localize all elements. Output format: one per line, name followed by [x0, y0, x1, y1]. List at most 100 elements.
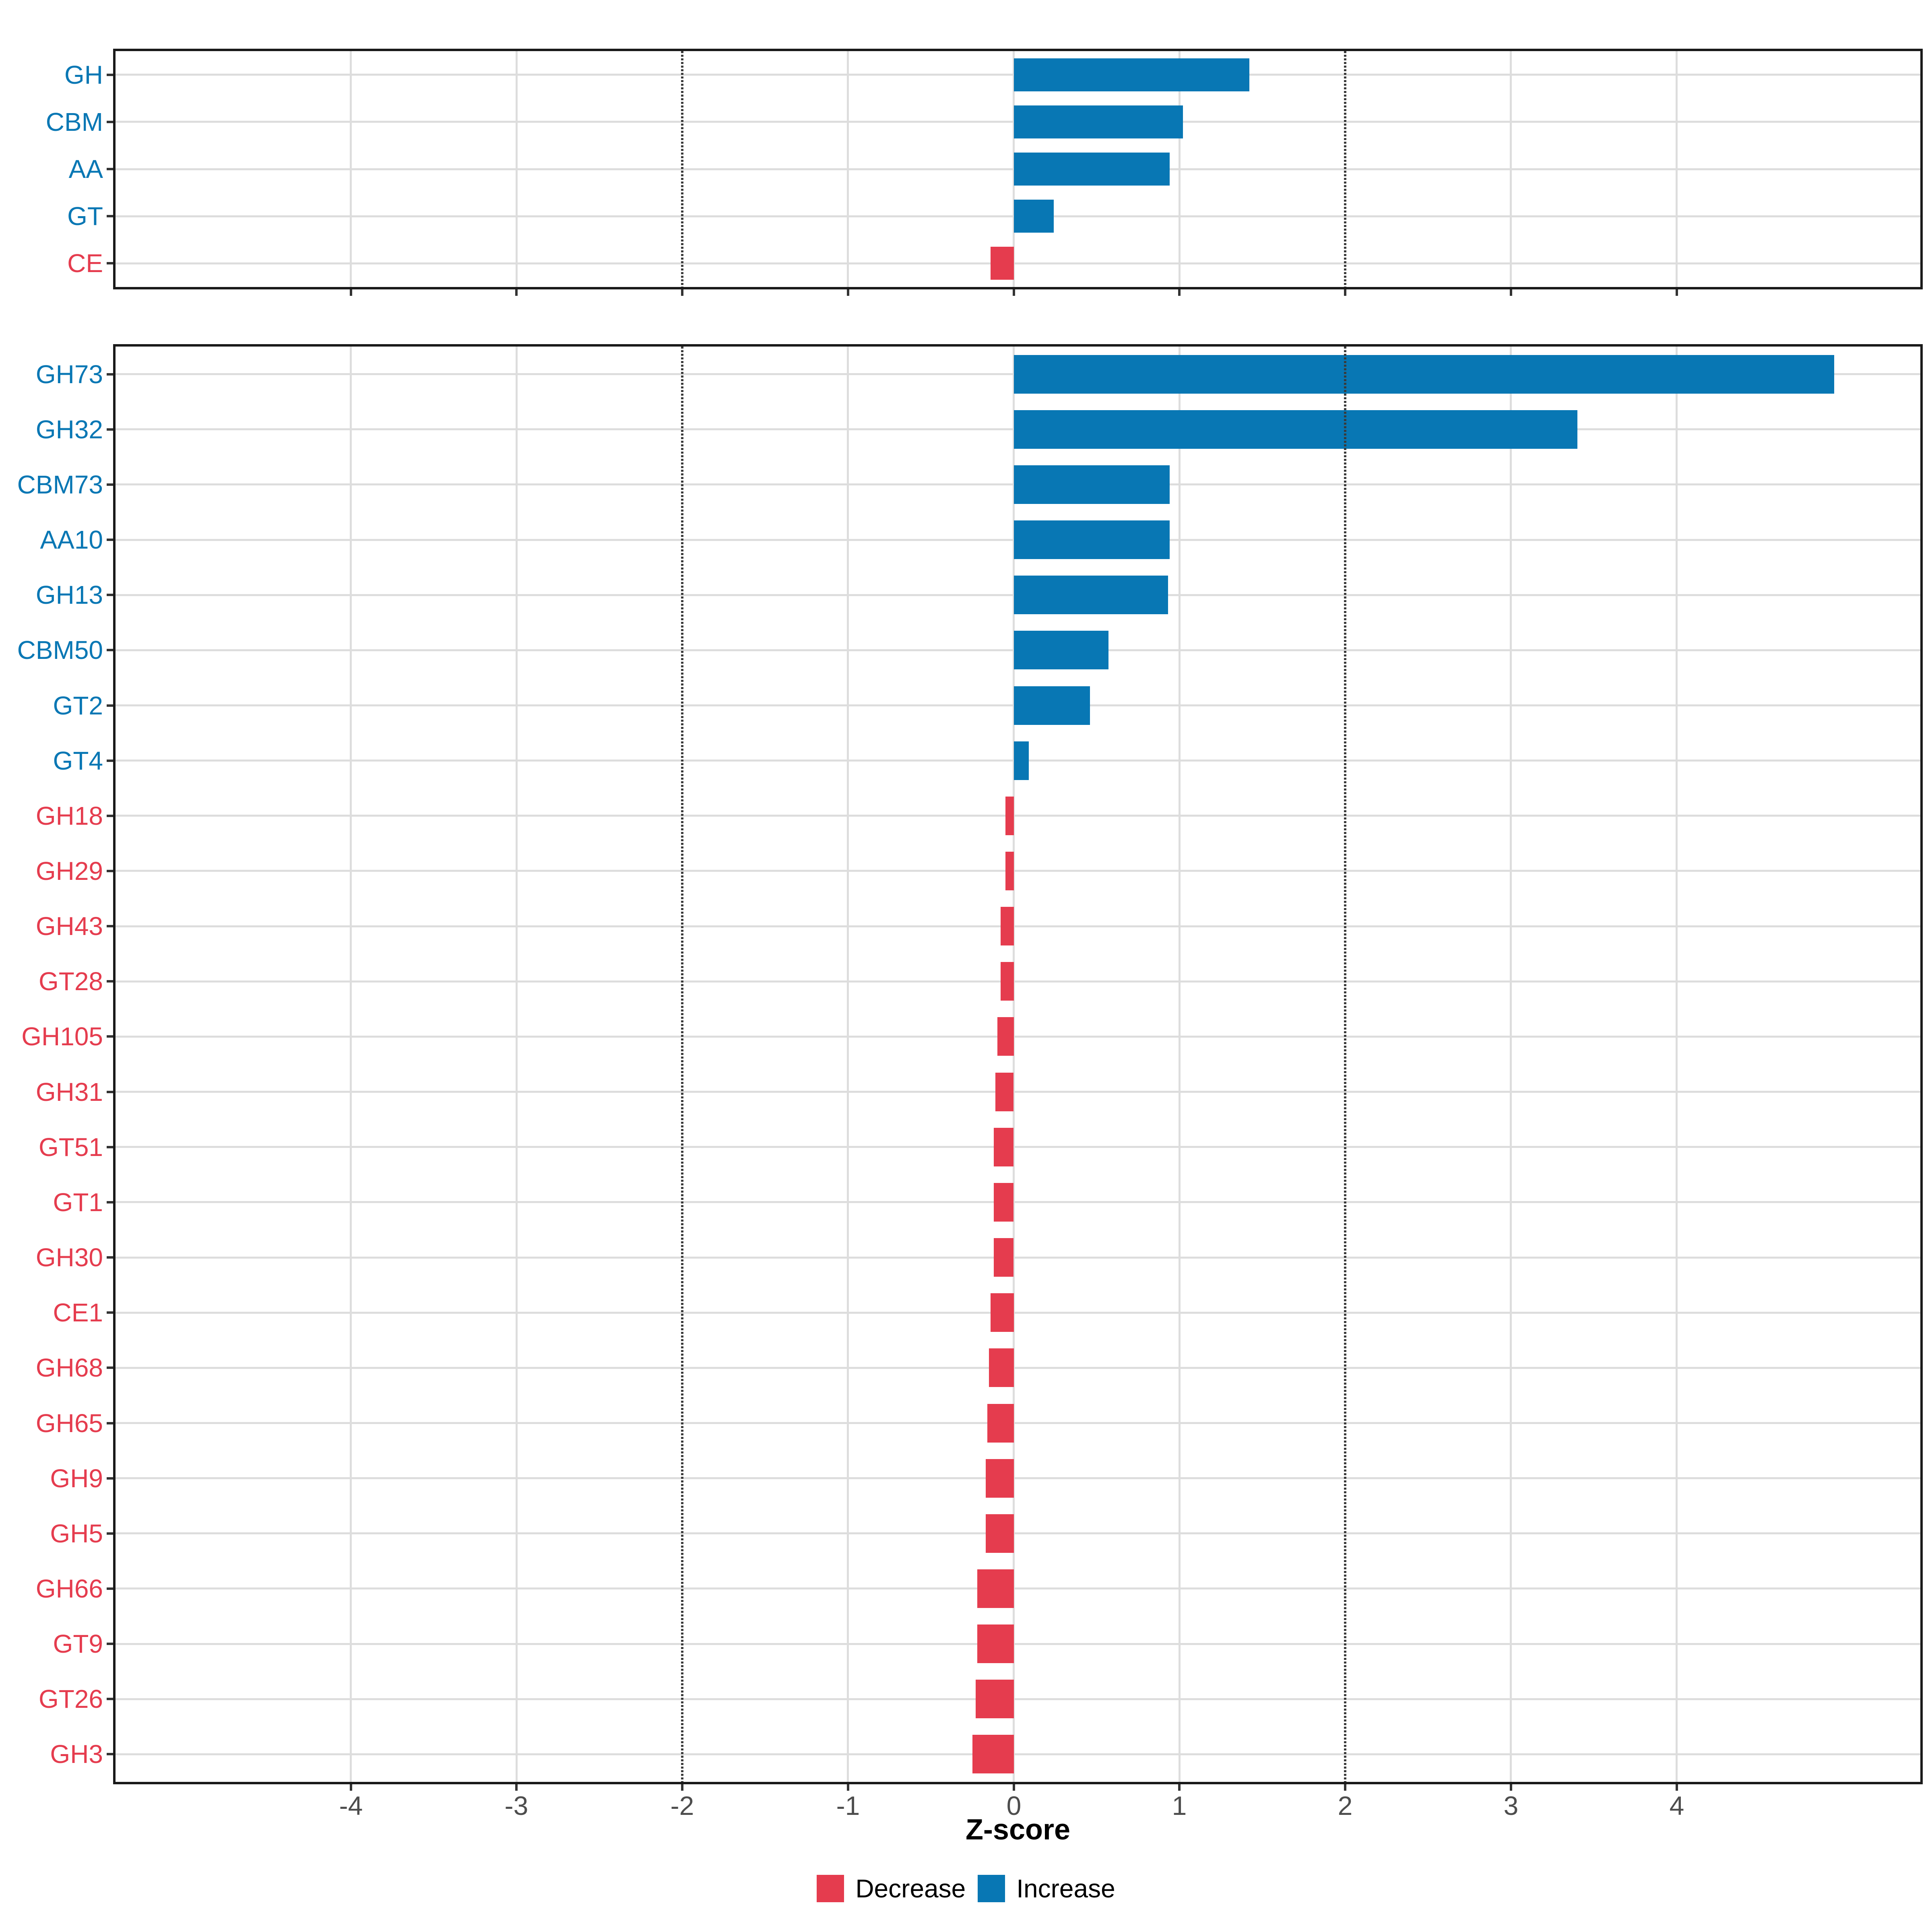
bar [1005, 797, 1014, 835]
legend-label: Decrease [855, 1874, 966, 1903]
bar [1014, 520, 1170, 559]
bar [1014, 105, 1183, 138]
category-label: CBM50 [17, 636, 103, 665]
row-gridline [116, 1091, 1920, 1093]
row-gridline [116, 1698, 1920, 1700]
row-gridline [116, 1367, 1920, 1369]
y-axis-tick [107, 980, 113, 983]
x-axis-tick-label: -4 [339, 1791, 363, 1821]
category-label: GH65 [35, 1409, 103, 1438]
x-axis-tick [515, 289, 518, 296]
category-label: GT28 [38, 967, 103, 996]
x-axis-tick [847, 1784, 849, 1791]
x-axis-tick-label: 3 [1503, 1791, 1519, 1821]
category-label: GH5 [50, 1519, 103, 1548]
bar [994, 1238, 1013, 1277]
y-axis-tick [107, 74, 113, 76]
y-axis-tick [107, 215, 113, 217]
bar [1014, 631, 1108, 669]
legend-item-increase: Increase [978, 1875, 1115, 1902]
panel-cazyme-families [113, 344, 1923, 1784]
bar [997, 1017, 1014, 1056]
x-axis-tick [1676, 1784, 1678, 1791]
y-axis-tick [107, 870, 113, 872]
x-gridline [350, 347, 352, 1782]
dotted-reference-line [1344, 347, 1346, 1782]
legend-label: Increase [1016, 1874, 1115, 1903]
row-gridline [116, 815, 1920, 817]
x-axis-tick [1344, 1784, 1346, 1791]
x-gridline [1676, 51, 1678, 287]
x-axis-tick [1178, 289, 1181, 296]
x-axis-tick [350, 289, 352, 296]
category-label: GT9 [53, 1629, 103, 1658]
category-label: GH29 [35, 857, 103, 886]
row-gridline [116, 1422, 1920, 1424]
x-axis-tick-label: -2 [670, 1791, 694, 1821]
x-axis-tick [681, 1784, 683, 1791]
category-label: GT4 [53, 746, 103, 775]
row-gridline [116, 1201, 1920, 1203]
category-label: GT1 [53, 1188, 103, 1217]
y-axis-tick [107, 168, 113, 170]
row-gridline [116, 1257, 1920, 1259]
bar [977, 1569, 1014, 1608]
dotted-reference-line [681, 347, 683, 1782]
legend: Decrease Increase [0, 1875, 1932, 1902]
bar [1014, 576, 1168, 614]
x-axis-tick [1510, 1784, 1512, 1791]
panel-cazyme-classes-plot-area [116, 51, 1920, 287]
bar [986, 1514, 1014, 1553]
x-gridline [1676, 347, 1678, 1782]
y-axis-tick [107, 1587, 113, 1590]
row-gridline [116, 925, 1920, 927]
x-axis-tick [1676, 289, 1678, 296]
row-gridline [116, 1532, 1920, 1534]
y-axis-tick [107, 1643, 113, 1645]
x-axis-tick [1013, 1784, 1015, 1791]
category-label: GH105 [21, 1022, 103, 1051]
row-gridline [116, 262, 1920, 264]
bar [1014, 58, 1249, 91]
x-gridline [1013, 347, 1015, 1782]
x-gridline [516, 347, 518, 1782]
y-axis-tick [107, 373, 113, 376]
bar [994, 1183, 1013, 1222]
x-axis-title: Z-score [965, 1814, 1071, 1846]
x-gridline [350, 51, 352, 287]
bar [1001, 962, 1014, 1001]
x-gridline [1510, 51, 1512, 287]
bar [987, 1404, 1014, 1443]
category-label: GT26 [38, 1684, 103, 1713]
y-axis-tick [107, 1698, 113, 1700]
category-label: GH30 [35, 1243, 103, 1272]
row-gridline [116, 1753, 1920, 1755]
x-axis-tick-label: -3 [504, 1791, 528, 1821]
x-axis-tick-label: -1 [836, 1791, 860, 1821]
bar [1014, 355, 1834, 394]
y-axis-tick [107, 815, 113, 817]
x-axis-tick [350, 1784, 352, 1791]
y-axis-tick [107, 1422, 113, 1424]
y-axis-tick [107, 1366, 113, 1369]
bar [1014, 741, 1029, 780]
x-gridline [847, 347, 849, 1782]
bar [991, 247, 1014, 280]
category-label: GT2 [53, 691, 103, 720]
x-gridline [1013, 51, 1015, 287]
category-label: GH9 [50, 1464, 103, 1493]
x-axis-tick-label: 4 [1669, 1791, 1684, 1821]
y-axis-tick [107, 649, 113, 651]
row-gridline [116, 1477, 1920, 1479]
x-gridline [1510, 347, 1512, 1782]
category-label: GH73 [35, 360, 103, 389]
legend-swatch-increase [978, 1875, 1005, 1902]
category-label: GH18 [35, 801, 103, 830]
bar [1014, 410, 1577, 449]
y-axis-tick [107, 704, 113, 707]
row-gridline [116, 1036, 1920, 1038]
bar [986, 1459, 1014, 1498]
y-axis-tick [107, 925, 113, 927]
y-axis-tick [107, 594, 113, 596]
